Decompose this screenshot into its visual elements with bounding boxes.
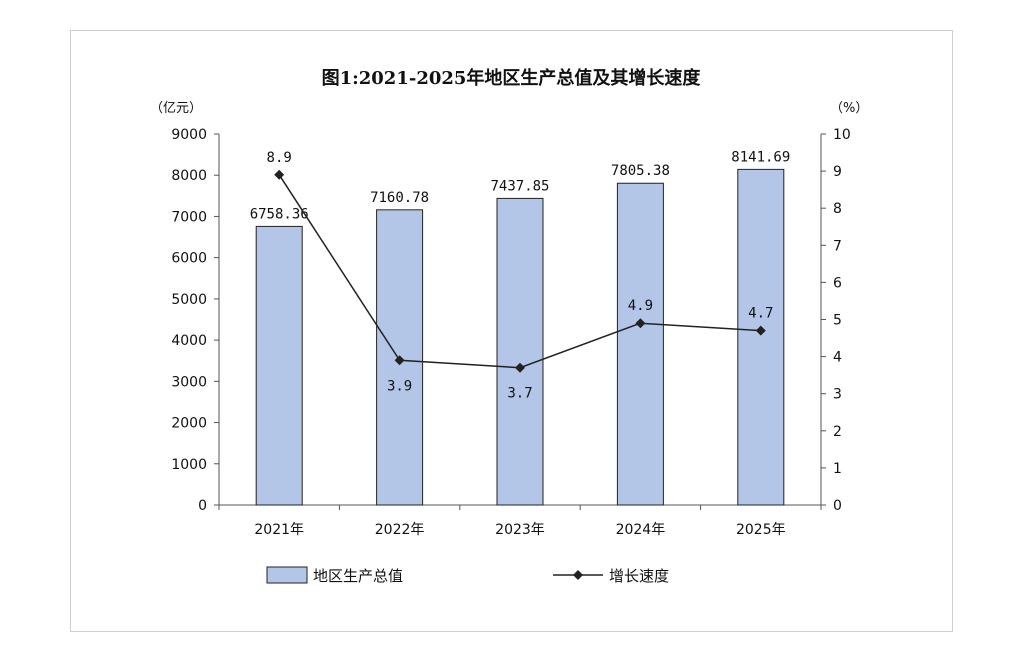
growth-data-label: 4.7: [748, 306, 773, 322]
x-axis-tick-label: 2021年: [254, 522, 304, 538]
bar: [616, 182, 664, 506]
right-axis-tick-label: 2: [833, 424, 842, 440]
growth-point: [515, 362, 525, 373]
left-axis-tick-label: 1000: [171, 457, 207, 473]
right-axis-tick-label: 8: [833, 201, 842, 217]
growth-data-label: 3.7: [507, 386, 532, 402]
right-axis-tick-label: 5: [833, 313, 842, 329]
left-axis-tick-label: 0: [198, 498, 207, 514]
bar: [255, 225, 303, 506]
left-axis-tick-label: 4000: [171, 333, 207, 349]
x-axis-tick-label: 2023年: [495, 522, 545, 538]
bar: [496, 197, 544, 506]
bar-data-label: 7437.85: [490, 178, 549, 194]
right-axis-tick-label: 6: [833, 275, 842, 291]
x-axis-tick-label: 2024年: [616, 522, 666, 538]
growth-point: [635, 318, 646, 329]
growth-data-label: 4.9: [628, 298, 653, 314]
left-axis-tick-label: 7000: [171, 209, 207, 225]
left-axis-unit-label: （亿元）: [150, 101, 202, 116]
left-axis-tick-label: 6000: [171, 251, 207, 267]
legend-swatch-bar: [266, 566, 308, 584]
right-axis-tick-label: 7: [833, 238, 842, 254]
left-axis-tick-label: 5000: [171, 292, 207, 308]
bar: [737, 168, 785, 506]
legend: 地区生产总值 增长速度: [266, 566, 669, 585]
legend-label-line: 增长速度: [609, 567, 669, 585]
bar-data-label: 7805.38: [611, 163, 670, 179]
x-axis-tick-label: 2022年: [375, 522, 425, 538]
left-axis-tick-label: 2000: [171, 416, 207, 432]
x-axis-tick-label: 2025年: [736, 522, 786, 538]
bar-data-label: 8141.69: [731, 149, 790, 165]
right-axis-tick-label: 4: [833, 350, 842, 366]
left-axis-tick-label: 3000: [171, 374, 207, 390]
bar-data-label: 7160.78: [370, 190, 429, 206]
growth-point: [755, 325, 766, 336]
growth-data-label: 8.9: [267, 150, 292, 166]
left-axis-tick-label: 9000: [171, 127, 207, 143]
legend-swatch-marker: [573, 570, 583, 580]
plot-area: 0 1000 2000 3000 4000 5000 6000 7000 8000 9000 0 1 2…: [171, 127, 850, 538]
right-axis-tick-label: 3: [833, 387, 842, 403]
right-axis-tick-label: 0: [833, 498, 842, 514]
chart-title: 图1:2021-2025年地区生产总值及其增长速度: [322, 67, 702, 89]
right-axis-tick-label: 1: [833, 461, 842, 477]
growth-point: [274, 169, 285, 180]
right-axis-tick-label: 9: [833, 164, 842, 180]
bar-data-label: 6758.36: [250, 206, 309, 222]
growth-point: [394, 355, 405, 366]
growth-data-label: 3.9: [387, 378, 412, 394]
right-axis-unit-label: （%）: [830, 101, 868, 116]
right-axis-tick-label: 10: [833, 127, 851, 143]
legend-label-bar: 地区生产总值: [313, 567, 403, 585]
left-axis-tick-label: 8000: [171, 168, 207, 184]
